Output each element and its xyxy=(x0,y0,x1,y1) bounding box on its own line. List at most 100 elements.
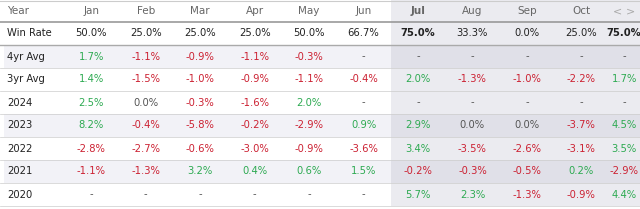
Text: -2.9%: -2.9% xyxy=(610,167,639,176)
Bar xyxy=(4,114,391,137)
Text: -: - xyxy=(525,51,529,61)
Text: -0.3%: -0.3% xyxy=(186,98,214,107)
Text: -0.9%: -0.9% xyxy=(567,190,596,200)
Text: -3.7%: -3.7% xyxy=(567,121,596,130)
Text: -1.3%: -1.3% xyxy=(513,190,541,200)
Text: -1.6%: -1.6% xyxy=(240,98,269,107)
Text: -: - xyxy=(579,51,583,61)
Text: 2.0%: 2.0% xyxy=(296,98,322,107)
Text: >: > xyxy=(626,6,635,16)
Text: Win Rate: Win Rate xyxy=(7,28,52,38)
Text: 3.4%: 3.4% xyxy=(405,144,431,153)
Text: 1.7%: 1.7% xyxy=(612,74,637,84)
Text: -3.6%: -3.6% xyxy=(349,144,378,153)
Text: 0.6%: 0.6% xyxy=(296,167,322,176)
Text: -: - xyxy=(253,190,257,200)
Text: 50.0%: 50.0% xyxy=(76,28,107,38)
Text: 2.3%: 2.3% xyxy=(460,190,485,200)
Text: 8.2%: 8.2% xyxy=(79,121,104,130)
Text: -: - xyxy=(416,51,420,61)
Text: -2.9%: -2.9% xyxy=(294,121,324,130)
Text: Aug: Aug xyxy=(462,6,483,16)
Text: Oct: Oct xyxy=(572,6,590,16)
Text: -5.8%: -5.8% xyxy=(186,121,214,130)
Text: -: - xyxy=(362,51,365,61)
Text: 3.2%: 3.2% xyxy=(188,167,213,176)
Text: -0.2%: -0.2% xyxy=(404,167,433,176)
Bar xyxy=(391,160,640,183)
Text: 0.0%: 0.0% xyxy=(515,121,540,130)
Text: 33.3%: 33.3% xyxy=(457,28,488,38)
Text: -1.3%: -1.3% xyxy=(458,74,487,84)
Bar xyxy=(4,45,391,68)
Text: 2024: 2024 xyxy=(7,98,32,107)
Text: -: - xyxy=(416,98,420,107)
Text: -1.1%: -1.1% xyxy=(131,51,160,61)
Bar xyxy=(391,0,640,22)
Text: -: - xyxy=(470,98,474,107)
Text: 2.0%: 2.0% xyxy=(405,74,431,84)
Text: -: - xyxy=(525,98,529,107)
Text: -1.3%: -1.3% xyxy=(131,167,160,176)
Text: May: May xyxy=(298,6,320,16)
Text: -0.3%: -0.3% xyxy=(295,51,323,61)
Text: -0.4%: -0.4% xyxy=(349,74,378,84)
Text: -3.0%: -3.0% xyxy=(240,144,269,153)
Text: Year: Year xyxy=(7,6,29,16)
Text: 4.4%: 4.4% xyxy=(612,190,637,200)
Text: 0.0%: 0.0% xyxy=(460,121,485,130)
Text: 5.7%: 5.7% xyxy=(405,190,431,200)
Text: -0.4%: -0.4% xyxy=(131,121,160,130)
Text: -: - xyxy=(90,190,93,200)
Text: 4yr Avg: 4yr Avg xyxy=(7,51,45,61)
Text: -1.1%: -1.1% xyxy=(294,74,324,84)
Text: -0.9%: -0.9% xyxy=(186,51,214,61)
Text: 0.0%: 0.0% xyxy=(133,98,158,107)
Text: 2023: 2023 xyxy=(7,121,32,130)
Text: -2.2%: -2.2% xyxy=(567,74,596,84)
Bar xyxy=(391,22,640,206)
Text: 2.5%: 2.5% xyxy=(79,98,104,107)
Text: Feb: Feb xyxy=(137,6,155,16)
Text: -1.0%: -1.0% xyxy=(186,74,214,84)
Text: -: - xyxy=(362,98,365,107)
Text: 25.0%: 25.0% xyxy=(184,28,216,38)
Text: -: - xyxy=(362,190,365,200)
Text: -0.6%: -0.6% xyxy=(186,144,214,153)
Text: -0.3%: -0.3% xyxy=(458,167,487,176)
Text: -2.6%: -2.6% xyxy=(513,144,541,153)
Text: Jun: Jun xyxy=(355,6,372,16)
Bar xyxy=(391,45,640,68)
Text: 0.2%: 0.2% xyxy=(569,167,594,176)
Text: 0.4%: 0.4% xyxy=(242,167,268,176)
Text: Jul: Jul xyxy=(410,6,426,16)
Text: -0.2%: -0.2% xyxy=(240,121,269,130)
Text: 75.0%: 75.0% xyxy=(607,28,640,38)
Text: -: - xyxy=(470,51,474,61)
Text: Apr: Apr xyxy=(246,6,264,16)
Text: 66.7%: 66.7% xyxy=(348,28,380,38)
Text: 25.0%: 25.0% xyxy=(130,28,162,38)
Text: Sep: Sep xyxy=(517,6,537,16)
Text: 0.9%: 0.9% xyxy=(351,121,376,130)
Text: -1.1%: -1.1% xyxy=(240,51,269,61)
Bar xyxy=(4,160,391,183)
Text: 1.4%: 1.4% xyxy=(79,74,104,84)
Text: Mar: Mar xyxy=(191,6,210,16)
Text: Jan: Jan xyxy=(83,6,99,16)
Text: -: - xyxy=(579,98,583,107)
Text: -3.1%: -3.1% xyxy=(567,144,596,153)
Text: -: - xyxy=(307,190,311,200)
Text: 1.5%: 1.5% xyxy=(351,167,376,176)
Text: -2.8%: -2.8% xyxy=(77,144,106,153)
Text: -0.9%: -0.9% xyxy=(294,144,324,153)
Text: -1.5%: -1.5% xyxy=(131,74,160,84)
Text: <: < xyxy=(613,6,623,16)
Text: -: - xyxy=(198,190,202,200)
Text: -2.7%: -2.7% xyxy=(131,144,160,153)
Text: 25.0%: 25.0% xyxy=(239,28,271,38)
Text: -1.1%: -1.1% xyxy=(77,167,106,176)
Text: 1.7%: 1.7% xyxy=(79,51,104,61)
Text: 3yr Avg: 3yr Avg xyxy=(7,74,45,84)
Text: -3.5%: -3.5% xyxy=(458,144,487,153)
